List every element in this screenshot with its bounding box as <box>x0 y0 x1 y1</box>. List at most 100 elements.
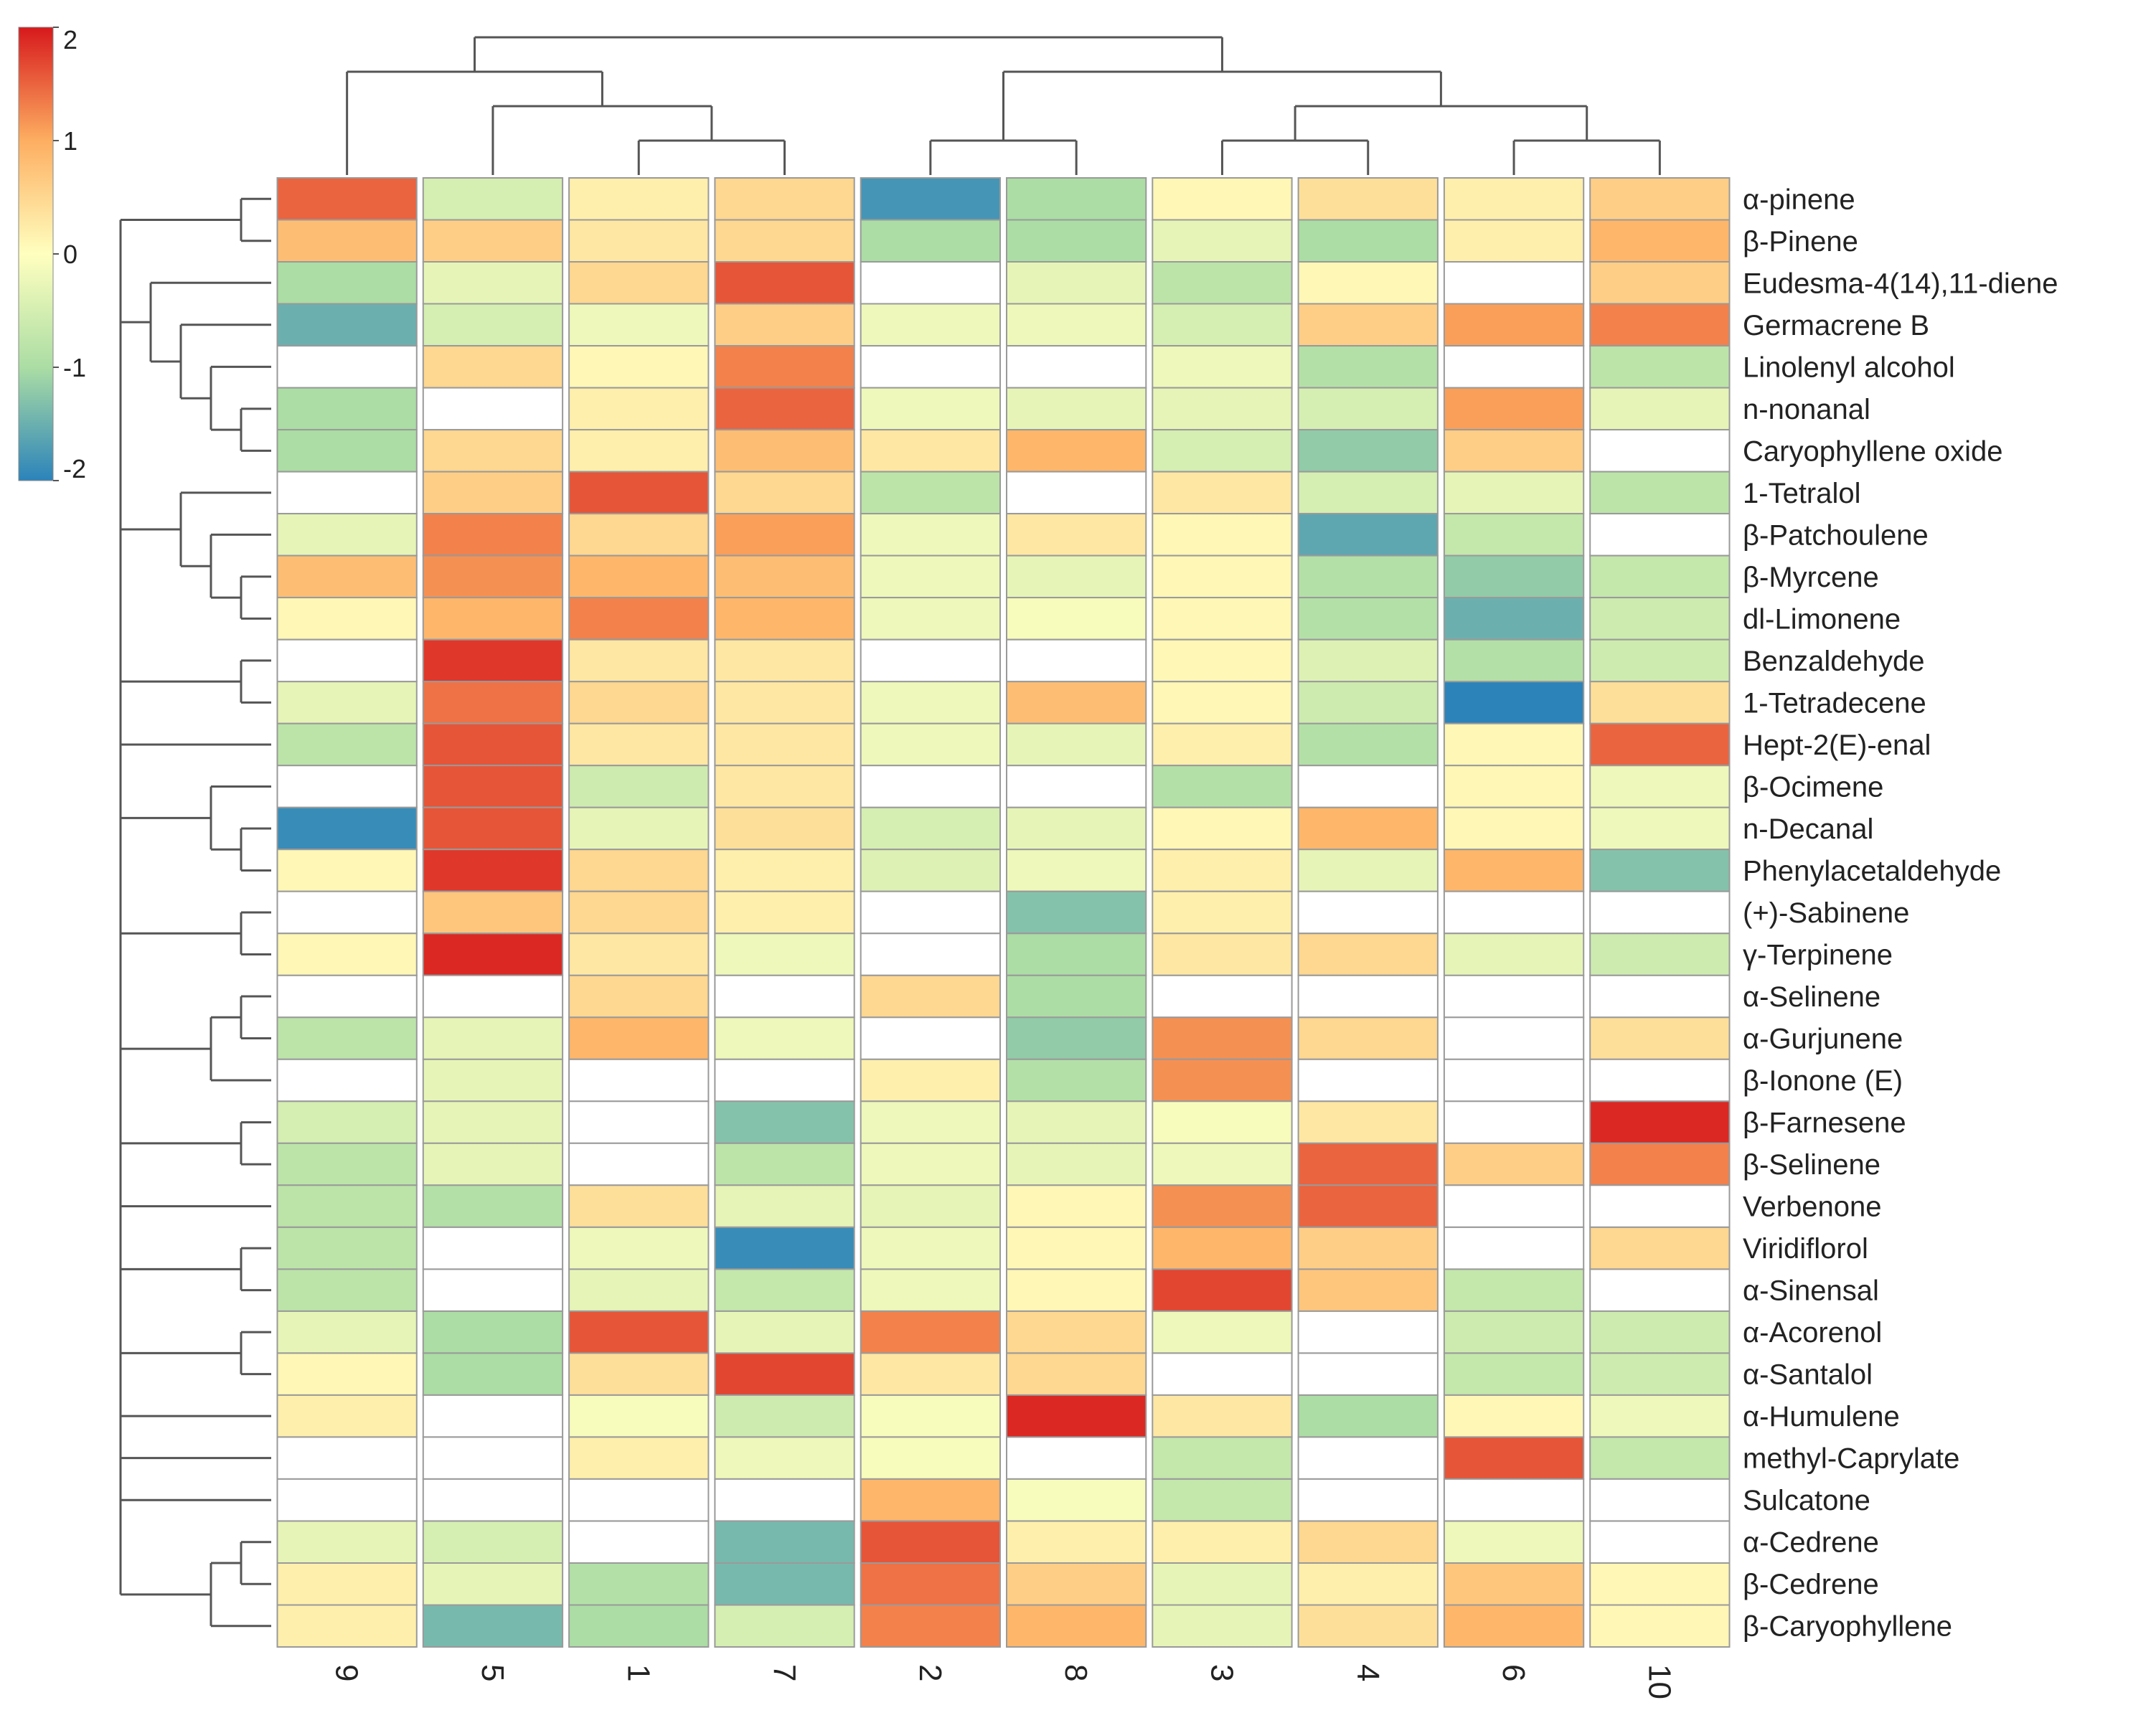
heatmap-cell-1-tetradecene-col-7 <box>714 681 855 724</box>
column-label-10: 10 <box>1642 1664 1677 1699</box>
heatmap-cell-β-myrcene-col-9 <box>276 554 418 599</box>
heatmap-cell-α-sinensal-col-10 <box>1589 1268 1731 1312</box>
row-label-verbenone: Verbenone <box>1743 1191 1882 1223</box>
heatmap-cell-β-caryophyllene-col-2 <box>860 1604 1001 1648</box>
heatmap-cell-α-selinene-col-5 <box>422 974 564 1019</box>
heatmap-cell-methyl-caprylate-col-10 <box>1589 1436 1731 1480</box>
heatmap-cell-β-ocimene-col-7 <box>714 765 855 808</box>
heatmap-cell-viridiflorol-col-1 <box>568 1226 710 1270</box>
heatmap-cell-γ-terpinene-col-6 <box>1443 933 1585 976</box>
heatmap-cell-β-caryophyllene-col-1 <box>568 1604 710 1648</box>
heatmap-cell-caryophyllene-oxide-col-5 <box>422 429 564 473</box>
heatmap-cell-β-ocimene-col-10 <box>1589 765 1731 808</box>
heatmap-cell-sabinene-col-1 <box>568 890 710 935</box>
heatmap-cell-n-decanal-col-3 <box>1152 806 1293 851</box>
heatmap-cell-methyl-caprylate-col-8 <box>1006 1436 1147 1480</box>
heatmap-cell-germacrene-b-col-4 <box>1297 303 1439 346</box>
heatmap-cell-n-decanal-col-9 <box>276 806 418 851</box>
row-label-α-santalol: α-Santalol <box>1743 1359 1873 1391</box>
heatmap-cell-β-ionone-e-col-2 <box>860 1058 1001 1103</box>
heatmap-cell-α-selinene-col-9 <box>276 974 418 1019</box>
heatmap-cell-α-pinene-col-7 <box>714 177 855 221</box>
heatmap-cell-hept-2-e-enal-col-3 <box>1152 722 1293 767</box>
heatmap-cell-n-nonanal-col-9 <box>276 387 418 431</box>
heatmap-cell-α-acorenol-col-3 <box>1152 1310 1293 1354</box>
heatmap-cell-α-selinene-col-10 <box>1589 974 1731 1019</box>
heatmap-cell-linolenyl-alcohol-col-3 <box>1152 345 1293 389</box>
heatmap-cell-α-gurjunene-col-2 <box>860 1016 1001 1060</box>
heatmap-cell-α-pinene-col-6 <box>1443 177 1585 221</box>
heatmap-cell-β-ionone-e-col-10 <box>1589 1058 1731 1103</box>
column-label-7: 7 <box>767 1664 802 1681</box>
heatmap-cell-sabinene-col-6 <box>1443 890 1585 935</box>
row-label-germacrene-b: Germacrene B <box>1743 310 1929 341</box>
heatmap-cell-β-patchoulene-col-2 <box>860 513 1001 557</box>
heatmap-cell-n-decanal-col-4 <box>1297 806 1439 851</box>
heatmap-cell-1-tetralol-col-7 <box>714 471 855 515</box>
heatmap-cell-phenylacetaldehyde-col-3 <box>1152 849 1293 892</box>
heatmap-cell-sulcatone-col-8 <box>1006 1478 1147 1522</box>
heatmap-cell-eudesma-4-14-11-diene-col-6 <box>1443 261 1585 305</box>
heatmap-cell-α-humulene-col-8 <box>1006 1394 1147 1438</box>
heatmap-cell-phenylacetaldehyde-col-1 <box>568 849 710 892</box>
row-labels: α-pinene β-Pinene Eudesma-4(14),11-diene Ge… <box>1743 184 2058 1642</box>
heatmap-cell-β-farnesene-col-1 <box>568 1100 710 1144</box>
heatmap-cell-phenylacetaldehyde-col-6 <box>1443 849 1585 892</box>
heatmap-cell-verbenone-col-4 <box>1297 1184 1439 1228</box>
heatmap-cell-β-ionone-e-col-5 <box>422 1058 564 1103</box>
heatmap-cell-1-tetralol-col-4 <box>1297 471 1439 515</box>
heatmap-cell-β-myrcene-col-10 <box>1589 554 1731 599</box>
heatmap-cell-1-tetralol-col-10 <box>1589 471 1731 515</box>
column-label-1: 1 <box>621 1664 656 1681</box>
heatmap-cell-α-sinensal-col-3 <box>1152 1268 1293 1312</box>
heatmap-cell-α-santalol-col-3 <box>1152 1352 1293 1396</box>
heatmap-cell-β-pinene-col-8 <box>1006 219 1147 263</box>
row-label-β-cedrene: β-Cedrene <box>1743 1569 1879 1600</box>
heatmap-cell-n-nonanal-col-10 <box>1589 387 1731 431</box>
heatmap-cell-α-humulene-col-3 <box>1152 1394 1293 1438</box>
heatmap-cell-germacrene-b-col-1 <box>568 303 710 346</box>
heatmap-cell-linolenyl-alcohol-col-2 <box>860 345 1001 389</box>
heatmap-cell-α-sinensal-col-5 <box>422 1268 564 1312</box>
heatmap-cells <box>276 177 1731 1648</box>
heatmap-cell-β-ocimene-col-4 <box>1297 765 1439 808</box>
heatmap-cell-γ-terpinene-col-10 <box>1589 933 1731 976</box>
heatmap-cell-β-patchoulene-col-3 <box>1152 513 1293 557</box>
row-label-α-selinene: α-Selinene <box>1743 981 1880 1013</box>
heatmap-cell-β-farnesene-col-4 <box>1297 1100 1439 1144</box>
heatmap-cell-sabinene-col-10 <box>1589 890 1731 935</box>
heatmap-cell-β-cedrene-col-9 <box>276 1562 418 1606</box>
heatmap-cell-viridiflorol-col-10 <box>1589 1226 1731 1270</box>
heatmap-cell-β-pinene-col-4 <box>1297 219 1439 263</box>
heatmap-cell-α-humulene-col-1 <box>568 1394 710 1438</box>
heatmap-cell-germacrene-b-col-10 <box>1589 303 1731 346</box>
legend-tick-label: -1 <box>63 353 86 382</box>
heatmap-cell-germacrene-b-col-8 <box>1006 303 1147 346</box>
heatmap-cell-β-farnesene-col-9 <box>276 1100 418 1144</box>
heatmap-cell-β-ocimene-col-6 <box>1443 765 1585 808</box>
heatmap-cell-γ-terpinene-col-1 <box>568 933 710 976</box>
heatmap-cell-α-humulene-col-7 <box>714 1394 855 1438</box>
heatmap-cell-β-selinene-col-6 <box>1443 1142 1585 1186</box>
heatmap-cell-α-santalol-col-4 <box>1297 1352 1439 1396</box>
heatmap-cell-hept-2-e-enal-col-2 <box>860 722 1001 767</box>
heatmap-cell-sulcatone-col-3 <box>1152 1478 1293 1522</box>
heatmap-cell-verbenone-col-7 <box>714 1184 855 1228</box>
heatmap-cell-verbenone-col-3 <box>1152 1184 1293 1228</box>
heatmap-cell-α-acorenol-col-5 <box>422 1310 564 1354</box>
heatmap-cell-eudesma-4-14-11-diene-col-9 <box>276 261 418 305</box>
heatmap-cell-β-cedrene-col-10 <box>1589 1562 1731 1606</box>
heatmap-cell-1-tetradecene-col-8 <box>1006 681 1147 724</box>
heatmap-cell-β-myrcene-col-4 <box>1297 554 1439 599</box>
heatmap-cell-α-cedrene-col-2 <box>860 1520 1001 1564</box>
heatmap-cell-sulcatone-col-2 <box>860 1478 1001 1522</box>
heatmap-cell-caryophyllene-oxide-col-6 <box>1443 429 1585 473</box>
heatmap-cell-α-humulene-col-4 <box>1297 1394 1439 1438</box>
heatmap-cell-n-nonanal-col-6 <box>1443 387 1585 431</box>
row-label-dl-limonene: dl-Limonene <box>1743 603 1901 635</box>
row-label-β-myrcene: β-Myrcene <box>1743 562 1879 593</box>
row-label-β-ocimene: β-Ocimene <box>1743 772 1883 803</box>
row-label-phenylacetaldehyde: Phenylacetaldehyde <box>1743 856 2001 887</box>
color-legend: 2 1 0 -1 -2 <box>18 25 86 483</box>
